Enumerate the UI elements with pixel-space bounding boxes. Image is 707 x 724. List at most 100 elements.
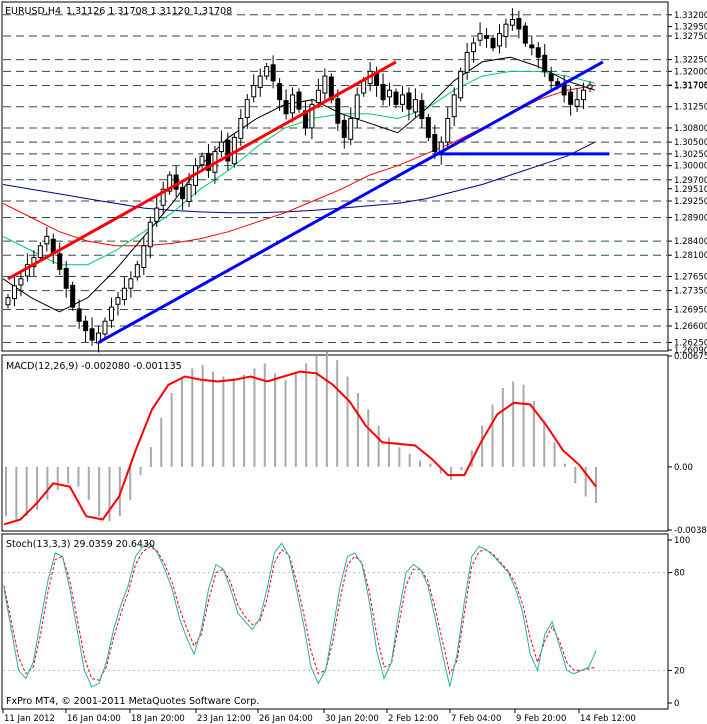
candle-81	[529, 35, 535, 56]
macd-panel	[1, 354, 669, 532]
candle-88	[574, 88, 580, 112]
candle-72	[471, 37, 477, 63]
candle-44	[290, 87, 296, 123]
candle-76	[496, 24, 502, 54]
stoch-label-0: 100	[674, 536, 690, 546]
candle-40	[264, 62, 270, 80]
candle-13	[89, 317, 95, 346]
candle-22	[147, 216, 153, 259]
candle-78	[509, 8, 515, 31]
price-label-9: 1.30500	[674, 138, 707, 148]
candle-27	[180, 181, 186, 210]
candle-52	[341, 114, 347, 149]
candle-30	[199, 152, 205, 169]
candle-43	[283, 89, 289, 120]
candle-58	[380, 73, 386, 106]
candle-69	[451, 87, 457, 127]
stoch-main-line	[3, 542, 597, 688]
candle-54	[354, 87, 360, 128]
candle-38	[251, 74, 257, 103]
candle-23	[154, 196, 160, 227]
candle-75	[490, 34, 496, 52]
candle-71	[464, 43, 470, 80]
candle-15	[102, 317, 108, 338]
candle-73	[477, 22, 483, 46]
price-label-15: 1.28900	[674, 214, 707, 224]
stoch-signal-line	[3, 545, 597, 681]
price-label-13: 1.29510	[674, 185, 707, 195]
candle-9	[63, 260, 69, 298]
price-label-19: 1.27350	[674, 287, 707, 297]
candle-80	[522, 22, 528, 47]
time-label-6: 2 Feb 12:00	[388, 714, 438, 724]
candle-68	[445, 107, 451, 148]
candle-1	[11, 276, 17, 307]
candle-6	[44, 226, 50, 252]
candle-25	[167, 171, 173, 195]
macd-signal	[3, 370, 597, 526]
time-label-0: 11 Jan 2012	[4, 714, 55, 724]
ma-blue	[2, 141, 596, 214]
price-label-16: 1.28400	[674, 237, 707, 247]
macd-label-2: -0.00384	[674, 526, 707, 536]
macd-label-1: 0.00	[674, 463, 693, 473]
copyright-text: FxPro MT4, © 2001-2011 MetaQuotes Softwa…	[6, 696, 259, 707]
candle-51	[335, 89, 341, 131]
time-label-4: 26 Jan 04:00	[259, 714, 313, 724]
price-label-18: 1.27650	[674, 272, 707, 282]
price-label-23: 1.26090	[674, 346, 707, 356]
price-header-symbol: EURUSD,H4	[5, 6, 61, 17]
candle-59	[387, 82, 393, 107]
candle-16	[108, 297, 114, 328]
price-label-3: 1.32250	[674, 56, 707, 66]
candle-84	[548, 66, 554, 91]
candle-83	[542, 44, 548, 78]
candle-37	[244, 93, 250, 129]
candle-39	[257, 68, 263, 97]
candle-89	[581, 82, 587, 110]
candle-42	[277, 77, 283, 111]
candle-45	[296, 88, 302, 113]
candle-90	[587, 81, 593, 93]
price-label-4: 1.32000	[674, 67, 707, 77]
candle-61	[399, 85, 405, 112]
price-label-22: 1.26250	[674, 338, 707, 348]
candle-53	[348, 107, 354, 145]
price-label-2: 1.32750	[674, 32, 707, 42]
stoch-label-3: 0	[674, 699, 679, 709]
time-axis: 11 Jan 2012 16 Jan 04:00 18 Jan 20:00 23 Ja…	[2, 709, 636, 724]
price-label-21: 1.26600	[674, 322, 707, 332]
candle-8	[57, 242, 63, 276]
price-panel	[1, 1, 669, 352]
price-label-17: 1.28100	[674, 251, 707, 261]
price-label-1: 1.32950	[674, 23, 707, 33]
time-label-7: 7 Feb 04:00	[451, 714, 501, 724]
candle-34	[225, 132, 231, 171]
candle-0	[5, 293, 11, 309]
macd-header: MACD(12,26,9) -0.002080 -0.001135	[6, 361, 182, 372]
trendlines	[7, 60, 610, 344]
candle-79	[516, 11, 522, 39]
time-label-8: 9 Feb 20:00	[516, 714, 566, 724]
time-label-3: 23 Jan 12:00	[197, 714, 251, 724]
candle-47	[309, 98, 315, 140]
candle-77	[503, 18, 509, 48]
price-header-ohlc: 1.31126 1.31708 1.31120 1.31708	[66, 6, 232, 17]
candle-14	[96, 325, 102, 353]
time-label-1: 16 Jan 04:00	[67, 714, 121, 724]
stoch-lines	[3, 542, 667, 688]
price-label-7: 1.31250	[674, 103, 707, 113]
candle-63	[412, 88, 418, 118]
candle-87	[568, 86, 574, 116]
candle-70	[458, 67, 464, 102]
stoch-label-1: 80	[674, 569, 685, 579]
candle-48	[315, 78, 321, 109]
stoch-label-2: 20	[674, 666, 685, 676]
candle-17	[115, 292, 121, 316]
time-label-5: 30 Jan 20:00	[325, 714, 379, 724]
candle-11	[76, 299, 82, 329]
price-label-14: 1.29250	[674, 197, 707, 207]
macd-histogram	[5, 351, 597, 522]
candle-82	[535, 42, 541, 69]
